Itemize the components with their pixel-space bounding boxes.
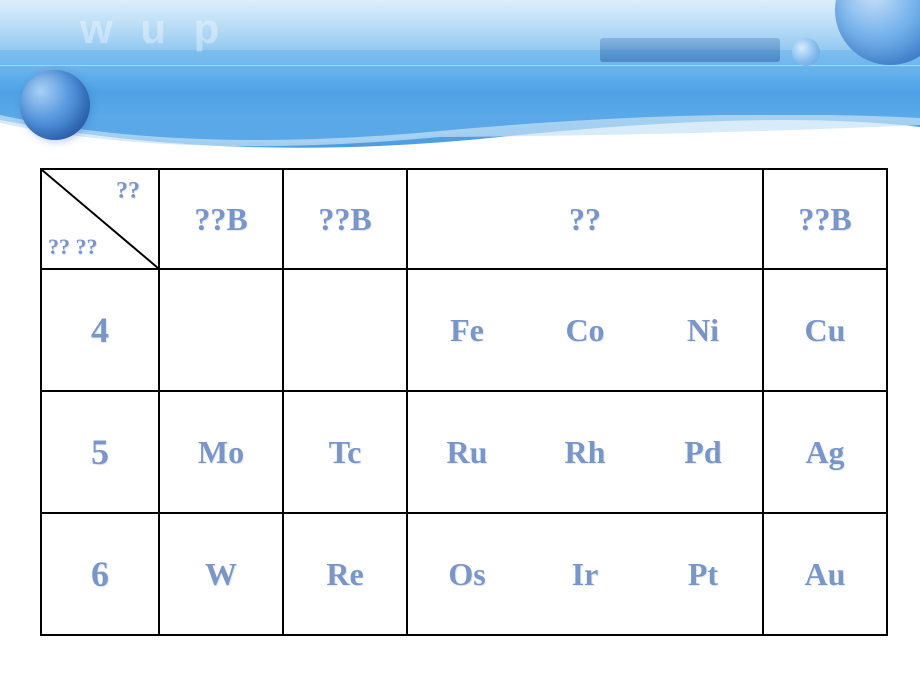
element-label: Ru (408, 434, 526, 471)
header-col-1: ??B (159, 169, 283, 269)
element-label: Rh (526, 434, 644, 471)
wave-decoration (0, 115, 920, 165)
table-row: 6 W Re OsIrPt Au (41, 513, 887, 635)
element-cell: Mo (159, 391, 283, 513)
header-col-4: ??B (763, 169, 887, 269)
header-top-label: ?? (116, 178, 140, 205)
element-label: Os (408, 556, 526, 593)
element-cell (283, 269, 407, 391)
table-header-row: ?? ?? ?? ??B ??B ?? ??B (41, 169, 887, 269)
element-cell: W (159, 513, 283, 635)
element-label: Co (526, 312, 644, 349)
period-cell: 6 (41, 513, 159, 635)
element-cell: Tc (283, 391, 407, 513)
element-cell: Cu (763, 269, 887, 391)
banner-bar (0, 65, 920, 120)
period-cell: 5 (41, 391, 159, 513)
table-row: 5 Mo Tc RuRhPd Ag (41, 391, 887, 513)
element-label: Ni (644, 312, 762, 349)
sphere-large-icon (20, 70, 90, 140)
header-col-2: ??B (283, 169, 407, 269)
watermark-text: w u p (80, 5, 227, 53)
element-group-cell: OsIrPt (407, 513, 763, 635)
header-col-3: ?? (407, 169, 763, 269)
element-cell: Re (283, 513, 407, 635)
header-bottom-label: ?? ?? (48, 234, 98, 260)
periodic-table: ?? ?? ?? ??B ??B ?? ??B 4 FeCoNi Cu 5 Mo… (40, 168, 888, 636)
element-cell: Ag (763, 391, 887, 513)
element-cell: Au (763, 513, 887, 635)
element-cell (159, 269, 283, 391)
element-group-cell: RuRhPd (407, 391, 763, 513)
element-label: Pt (644, 556, 762, 593)
sphere-small-icon (792, 38, 820, 66)
element-group-cell: FeCoNi (407, 269, 763, 391)
panel-decoration (600, 38, 780, 62)
period-cell: 4 (41, 269, 159, 391)
table-row: 4 FeCoNi Cu (41, 269, 887, 391)
element-label: Fe (408, 312, 526, 349)
diagonal-header-cell: ?? ?? ?? (41, 169, 159, 269)
element-label: Pd (644, 434, 762, 471)
element-label: Ir (526, 556, 644, 593)
